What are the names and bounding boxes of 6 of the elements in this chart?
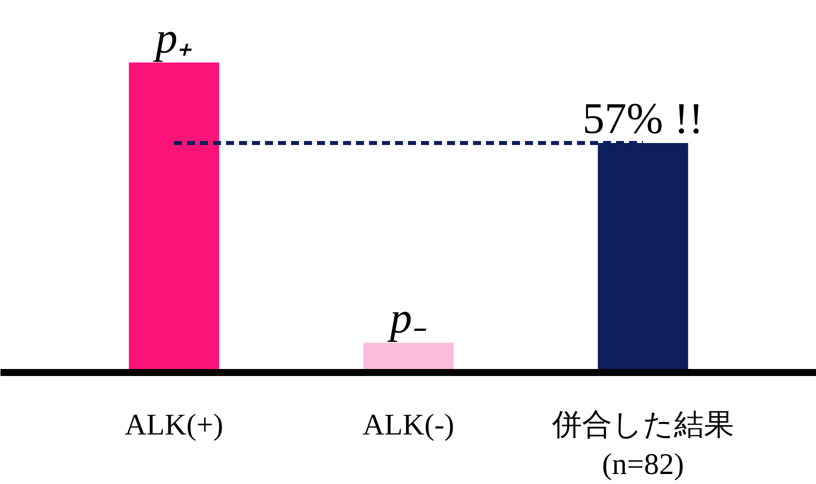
data-label: 57% !! [582,94,704,144]
data-label: p₋ [387,294,427,343]
x-tick-label: 併合した結果 (n=82) [550,408,734,482]
x-tick-label: ALK(-) [362,408,454,442]
x-tick-label: ALK(+) [124,408,224,442]
data-label: p₊ [152,14,193,62]
